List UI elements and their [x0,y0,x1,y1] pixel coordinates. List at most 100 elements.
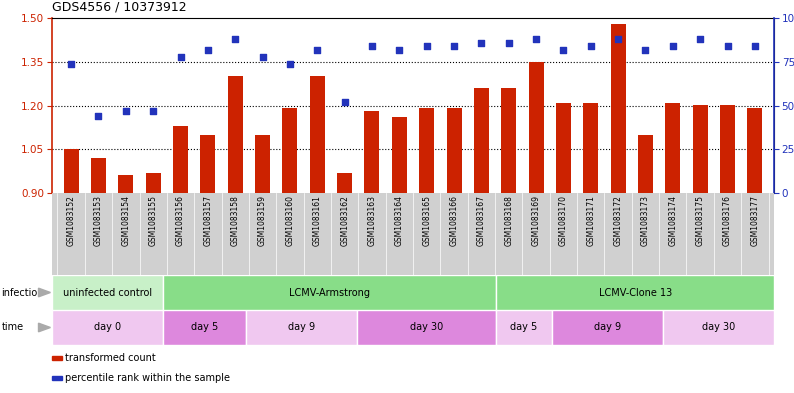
Point [311,46,324,53]
Text: GSM1083168: GSM1083168 [504,195,513,246]
Bar [665,103,680,193]
Text: GSM1083163: GSM1083163 [368,195,376,246]
Bar [145,173,160,193]
Point [584,43,597,49]
Text: GSM1083165: GSM1083165 [422,195,431,246]
Text: GSM1083157: GSM1083157 [203,195,212,246]
Point [557,46,570,53]
Text: GSM1083152: GSM1083152 [67,195,75,246]
Text: GSM1083171: GSM1083171 [586,195,596,246]
Bar [64,149,79,193]
Text: GSM1083161: GSM1083161 [313,195,322,246]
Bar [496,310,552,345]
Point [694,36,707,42]
Point [611,36,624,42]
Text: LCMV-Armstrong: LCMV-Armstrong [289,288,370,298]
Point [530,36,542,42]
Point [202,46,214,53]
Bar [611,24,626,193]
Bar [692,105,707,193]
Text: GSM1083167: GSM1083167 [477,195,486,246]
Point [393,46,406,53]
Text: GSM1083158: GSM1083158 [231,195,240,246]
Text: GSM1083164: GSM1083164 [395,195,404,246]
Bar [446,108,461,193]
Text: LCMV-Clone 13: LCMV-Clone 13 [599,288,672,298]
Point [283,61,296,67]
Bar [52,310,163,345]
Text: GSM1083159: GSM1083159 [258,195,267,246]
Text: time: time [2,323,24,332]
Bar [496,275,774,310]
Bar [91,158,106,193]
Bar [163,310,246,345]
Bar [310,76,325,193]
Bar [584,103,599,193]
Bar [747,108,762,193]
Text: day 30: day 30 [410,323,444,332]
Bar [501,88,516,193]
Text: uninfected control: uninfected control [63,288,152,298]
Point [666,43,679,49]
Text: day 5: day 5 [191,323,218,332]
Text: GSM1083156: GSM1083156 [176,195,185,246]
Point [503,39,515,46]
Bar [419,108,434,193]
Bar [552,310,663,345]
Text: GDS4556 / 10373912: GDS4556 / 10373912 [52,0,187,13]
Bar [638,135,653,193]
Text: GSM1083160: GSM1083160 [285,195,295,246]
Bar [556,103,571,193]
Text: GSM1083175: GSM1083175 [696,195,704,246]
Bar [173,126,188,193]
Text: GSM1083162: GSM1083162 [340,195,349,246]
Text: GSM1083155: GSM1083155 [148,195,158,246]
Point [639,46,652,53]
Text: day 30: day 30 [702,323,735,332]
Bar [228,76,243,193]
Point [256,53,269,60]
Bar [474,88,489,193]
Point [65,61,78,67]
Text: day 9: day 9 [288,323,315,332]
Text: GSM1083154: GSM1083154 [121,195,130,246]
Text: GSM1083166: GSM1083166 [449,195,458,246]
Point [721,43,734,49]
Bar [255,135,270,193]
Bar [391,117,407,193]
Point [338,99,351,105]
Bar [337,173,353,193]
Bar [52,275,163,310]
Point [147,108,160,114]
Text: GSM1083153: GSM1083153 [94,195,103,246]
Text: infection: infection [2,288,44,298]
Bar [246,310,357,345]
Text: percentile rank within the sample: percentile rank within the sample [65,373,230,383]
Bar [283,108,298,193]
Point [475,39,488,46]
Text: GSM1083176: GSM1083176 [723,195,732,246]
Bar [357,310,496,345]
Bar [118,176,133,193]
Text: GSM1083172: GSM1083172 [614,195,622,246]
Point [229,36,241,42]
Text: GSM1083173: GSM1083173 [641,195,650,246]
Point [174,53,187,60]
Point [92,113,105,119]
Bar [163,275,496,310]
Point [448,43,461,49]
Bar [663,310,774,345]
Text: transformed count: transformed count [65,353,156,363]
Point [119,108,132,114]
Text: day 5: day 5 [511,323,538,332]
Text: GSM1083174: GSM1083174 [669,195,677,246]
Point [420,43,433,49]
Text: day 9: day 9 [594,323,621,332]
Bar [364,111,380,193]
Text: day 0: day 0 [94,323,121,332]
Text: GSM1083177: GSM1083177 [750,195,759,246]
Point [365,43,378,49]
Text: GSM1083170: GSM1083170 [559,195,568,246]
Bar [529,62,544,193]
Point [749,43,761,49]
